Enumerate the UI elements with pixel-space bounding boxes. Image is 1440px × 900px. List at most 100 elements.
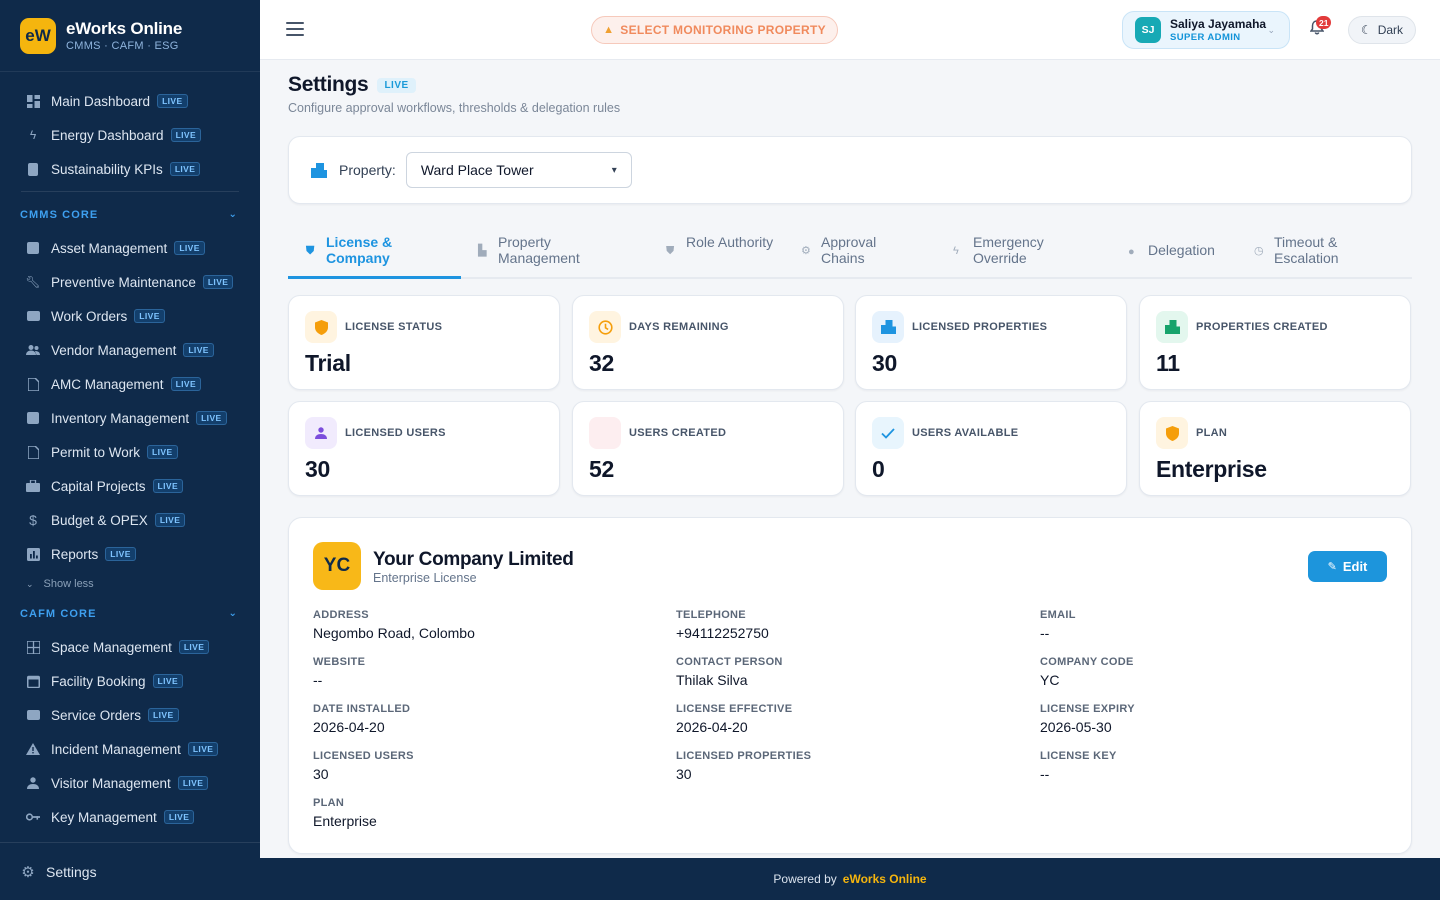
stat-card-licensed-users: LICENSED USERS 30 [288, 401, 560, 496]
menu-icon[interactable] [286, 22, 304, 36]
gear-icon: ⚙ [801, 245, 811, 257]
select-monitoring-property-button[interactable]: ▲ SELECT MONITORING PROPERTY [591, 16, 838, 44]
field-label: CONTACT PERSON [676, 656, 783, 668]
sidebar-item-preventive-maintenance[interactable]: 🔧︎ Preventive Maintenance LIVE [0, 265, 260, 299]
sidebar-item-amc-management[interactable]: AMC Management LIVE [0, 367, 260, 401]
tab-approval-chains[interactable]: ⚙ Approval Chains [801, 228, 931, 279]
property-select[interactable]: Ward Place Tower ▾ [405, 152, 632, 188]
key-icon [26, 810, 40, 824]
field-label: WEBSITE [313, 656, 366, 668]
company-license: Enterprise License [373, 571, 477, 585]
service-icon [26, 708, 40, 722]
field-value: YC [1040, 672, 1060, 688]
sidebar-item-reports[interactable]: Reports LIVE [0, 537, 260, 571]
pencil-icon: ✎ [1327, 561, 1337, 573]
tab-license-company[interactable]: ⛊ License & Company [288, 228, 461, 279]
sidebar-item-label: Reports [51, 546, 99, 562]
tab-delegation[interactable]: ● Delegation [1128, 228, 1238, 279]
tab-role-authority[interactable]: ⛊ Role Authority [666, 228, 796, 279]
building-icon [1156, 311, 1188, 343]
stat-label: DAYS REMAINING [629, 321, 729, 333]
field-plan: PLAN Enterprise [313, 797, 633, 829]
field-email: EMAIL -- [1040, 609, 1360, 641]
sidebar-item-label: AMC Management [51, 376, 164, 392]
user-role: SUPER ADMIN [1170, 32, 1241, 43]
sidebar-item-permit-to-work[interactable]: Permit to Work LIVE [0, 435, 260, 469]
section-cafm-core[interactable]: CAFM CORE ⌄ [0, 597, 260, 630]
sidebar-item-label: Energy Dashboard [51, 127, 164, 143]
sidebar-item-label: Preventive Maintenance [51, 274, 196, 290]
live-badge: LIVE [183, 343, 214, 357]
live-badge: LIVE [163, 810, 195, 824]
person-icon [305, 417, 337, 449]
sidebar-item-asset-management[interactable]: Asset Management LIVE [0, 231, 260, 265]
brand[interactable]: eW eWorks Online CMMS · CAFM · ESG [0, 0, 260, 72]
stat-label: LICENSED PROPERTIES [912, 321, 1048, 333]
live-badge: LIVE [169, 162, 201, 176]
footer-brand-link[interactable]: eWorks Online [842, 872, 927, 886]
tab-property-management[interactable]: ▙ Property Management [478, 228, 648, 279]
sidebar-item-inventory-management[interactable]: Inventory Management LIVE [0, 401, 260, 435]
sidebar-item-label: Asset Management [51, 240, 168, 256]
stat-label: PROPERTIES CREATED [1196, 321, 1328, 333]
edit-button[interactable]: ✎ Edit [1308, 551, 1387, 582]
live-badge: LIVE [174, 241, 205, 255]
live-badge: LIVE [157, 94, 188, 108]
field-license-expiry: LICENSE EXPIRY 2026-05-30 [1040, 703, 1360, 735]
sidebar-item-budget-opex[interactable]: $ Budget & OPEX LIVE [0, 503, 260, 537]
field-license-key: LICENSE KEY -- [1040, 750, 1360, 782]
sidebar-item-energy-dashboard[interactable]: ϟ Energy Dashboard LIVE [0, 118, 260, 152]
sidebar-item-main-dashboard[interactable]: Main Dashboard LIVE [0, 84, 260, 118]
company-logo: YC [313, 542, 361, 590]
sidebar-item-vendor-management[interactable]: Vendor Management LIVE [0, 333, 260, 367]
shield-icon: ⛊ [306, 245, 315, 257]
dark-mode-toggle[interactable]: ☾ Dark [1348, 16, 1416, 44]
work-order-icon [26, 309, 40, 323]
sidebar-item-label: Work Orders [51, 308, 128, 324]
sidebar-item-visitor-management[interactable]: Visitor Management LIVE [0, 766, 260, 800]
field-telephone: TELEPHONE +94112252750 [676, 609, 996, 641]
sidebar-item-sustainability-kpis[interactable]: Sustainability KPIs LIVE [0, 152, 260, 186]
sidebar-item-service-orders[interactable]: Service Orders LIVE [0, 698, 260, 732]
show-less-toggle[interactable]: ⌄ Show less [0, 571, 260, 597]
property-select-value: Ward Place Tower [420, 162, 534, 178]
sidebar-item-space-management[interactable]: Space Management LIVE [0, 630, 260, 664]
moon-icon: ☾ [1360, 23, 1372, 37]
sidebar-item-key-management[interactable]: Key Management LIVE [0, 800, 260, 834]
bolt-icon: ϟ [29, 128, 37, 142]
section-cmms-core[interactable]: CMMS CORE ⌄ [0, 198, 260, 231]
check-icon [872, 417, 904, 449]
shield-icon: ⛊ [666, 245, 675, 257]
footer-prefix: Powered by [773, 872, 837, 886]
sidebar-item-incident-management[interactable]: Incident Management LIVE [0, 732, 260, 766]
dashboard-icon [26, 94, 40, 108]
field-date-installed: DATE INSTALLED 2026-04-20 [313, 703, 633, 735]
sidebar-item-label: Main Dashboard [51, 93, 151, 109]
sidebar-item-capital-projects[interactable]: Capital Projects LIVE [0, 469, 260, 503]
sidebar-item-settings[interactable]: ⚙ Settings [0, 842, 260, 900]
building-icon [872, 311, 904, 343]
tab-label: Property Management [498, 234, 580, 266]
edit-label: Edit [1342, 559, 1368, 574]
person-icon [26, 776, 40, 790]
field-label: DATE INSTALLED [313, 703, 411, 715]
field-label: TELEPHONE [676, 609, 746, 621]
field-value: 30 [313, 766, 329, 782]
tab-label: Approval Chains [821, 234, 877, 266]
chevron-down-icon: ⌄ [228, 608, 238, 619]
sidebar-item-work-orders[interactable]: Work Orders LIVE [0, 299, 260, 333]
sidebar-item-facility-booking[interactable]: Facility Booking LIVE [0, 664, 260, 698]
field-label: LICENSE EFFECTIVE [676, 703, 793, 715]
field-label: COMPANY CODE [1040, 656, 1134, 668]
brand-name: eWorks Online [66, 19, 183, 38]
gear-icon: ⚙ [21, 863, 35, 881]
field-label: PLAN [313, 797, 345, 809]
stat-card-license-status: LICENSE STATUS Trial [288, 295, 560, 390]
tab-timeout-escalation[interactable]: ◷ Timeout & Escalation [1254, 228, 1404, 279]
building-icon [26, 640, 40, 654]
user-menu[interactable]: SJ Saliya Jayamaha SUPER ADMIN ⌄ [1122, 11, 1290, 49]
stat-card-plan: PLAN Enterprise [1139, 401, 1411, 496]
page-title: Settings [288, 73, 369, 96]
tab-emergency-override[interactable]: ϟ Emergency Override [953, 228, 1093, 279]
inventory-icon [26, 411, 40, 425]
